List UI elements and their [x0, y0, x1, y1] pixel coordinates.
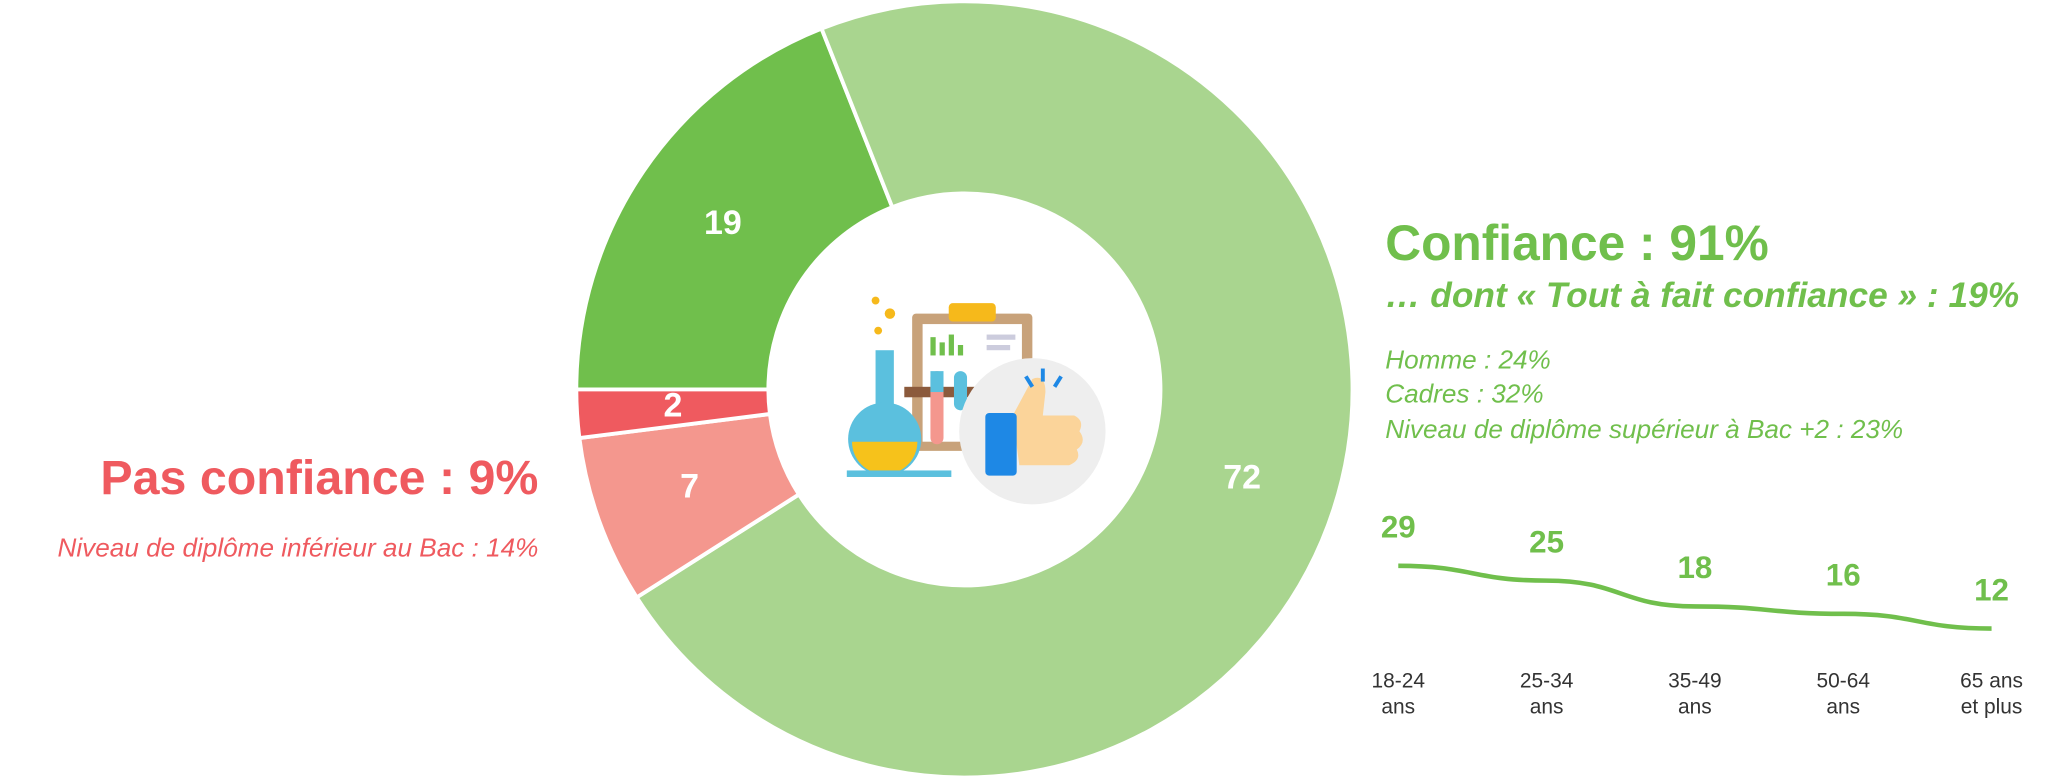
segment-label: 19: [704, 204, 742, 242]
page: 1972722925181612 Confiance : 91% … dont …: [0, 0, 2049, 778]
segment-label: 2: [663, 387, 682, 425]
x-tick-label: 25-34 ans: [1506, 669, 1587, 721]
no-confidence-detail: Niveau de diplôme inférieur au Bac : 14%: [57, 534, 538, 564]
value-label: 12: [1974, 572, 2009, 607]
confidence-title: Confiance : 91%: [1385, 217, 1769, 273]
stage: 1972722925181612 Confiance : 91% … dont …: [0, 0, 2049, 778]
no-confidence-title: Pas confiance : 9%: [100, 451, 538, 506]
value-label: 16: [1826, 558, 1861, 593]
confidence-detail: Homme : 24%: [1385, 346, 1551, 376]
confidence-detail: Cadres : 32%: [1385, 380, 1543, 410]
x-tick-label: 50-64 ans: [1803, 669, 1884, 721]
segment-label: 7: [680, 467, 699, 505]
value-label: 18: [1677, 550, 1712, 585]
segment-label: 72: [1223, 459, 1261, 497]
value-label: 25: [1529, 524, 1564, 559]
chart: 1972722925181612: [0, 0, 2049, 778]
confidence-detail: Niveau de diplôme supérieur à Bac +2 : 2…: [1385, 416, 1903, 446]
x-tick-label: 35-49 ans: [1654, 669, 1735, 721]
x-tick-label: 18-24 ans: [1358, 669, 1439, 721]
value-label: 29: [1381, 510, 1416, 545]
x-tick-label: 65 ans et plus: [1951, 669, 2032, 721]
confidence-subtitle: … dont « Tout à fait confiance » : 19%: [1385, 276, 2019, 317]
